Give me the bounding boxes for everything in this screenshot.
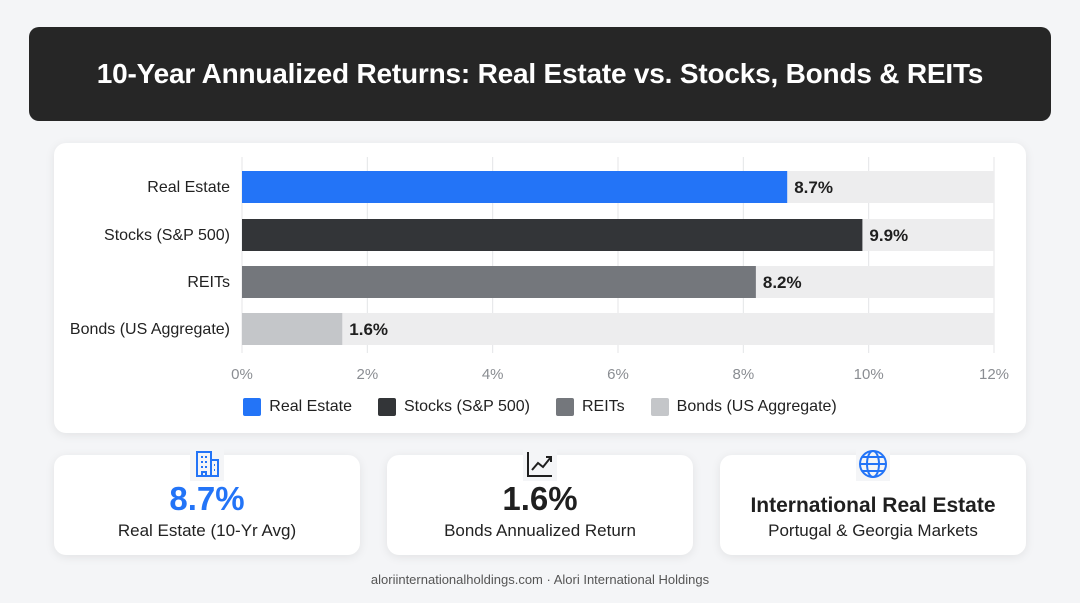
legend-label: Stocks (S&P 500) bbox=[403, 398, 530, 415]
legend-swatch bbox=[555, 398, 574, 416]
x-tick-label: 2% bbox=[356, 366, 378, 383]
building-icon bbox=[190, 447, 224, 481]
header-banner: 10-Year Annualized Returns: Real Estate … bbox=[29, 27, 1051, 121]
legend-swatch bbox=[650, 398, 669, 416]
stat-value: 8.7% bbox=[169, 480, 245, 517]
bar bbox=[242, 313, 343, 345]
page-title: 10-Year Annualized Returns: Real Estate … bbox=[96, 58, 984, 89]
data-label: 8.7% bbox=[794, 178, 833, 197]
bar-track bbox=[242, 313, 994, 345]
legend-item-real-estate: Real Estate bbox=[243, 398, 352, 416]
legend-swatch bbox=[377, 398, 396, 416]
legend-swatch bbox=[243, 398, 262, 416]
bar bbox=[242, 171, 788, 203]
stat-card-international: International Real Estate Portugal & Geo… bbox=[720, 447, 1026, 555]
bar-chart: 0% 2% 4% 6% 8% 10% 12% Real Estate 8.7% Stocks (S… bbox=[70, 157, 1009, 383]
stat-card-bonds: 1.6% Bonds Annualized Return bbox=[387, 447, 693, 555]
legend-item-stocks: Stocks (S&P 500) bbox=[377, 398, 530, 416]
trend-chart-icon bbox=[523, 447, 557, 481]
stat-card-real-estate: 8.7% Real Estate (10-Yr Avg) bbox=[54, 447, 360, 555]
bar bbox=[242, 219, 863, 251]
chart-card: 0% 2% 4% 6% 8% 10% 12% Real Estate 8.7% Stocks (S… bbox=[54, 143, 1026, 433]
legend-label: Bonds (US Aggregate) bbox=[676, 398, 837, 415]
stat-value: 1.6% bbox=[502, 480, 578, 517]
legend-item-bonds: Bonds (US Aggregate) bbox=[650, 398, 837, 416]
x-tick-label: 4% bbox=[482, 366, 504, 383]
legend-item-reits: REITs bbox=[555, 398, 625, 416]
category-label: Bonds (US Aggregate) bbox=[70, 321, 230, 338]
chart-legend: Real Estate Stocks (S&P 500) REITs Bonds… bbox=[54, 398, 1026, 416]
x-tick-label: 6% bbox=[607, 366, 629, 383]
x-tick-label: 10% bbox=[854, 366, 884, 383]
x-tick-label: 8% bbox=[732, 366, 754, 383]
data-label: 8.2% bbox=[763, 273, 802, 292]
data-label: 1.6% bbox=[349, 320, 388, 339]
legend-label: REITs bbox=[581, 398, 625, 415]
stat-label: Real Estate (10-Yr Avg) bbox=[117, 521, 297, 540]
footer-credit: aloriinternationalholdings.com · Alori I… bbox=[370, 572, 710, 587]
legend-label: Real Estate bbox=[269, 398, 352, 415]
data-label: 9.9% bbox=[869, 226, 908, 245]
bar bbox=[242, 266, 756, 298]
stat-label: Bonds Annualized Return bbox=[444, 521, 636, 540]
globe-icon bbox=[856, 447, 890, 481]
x-tick-label: 12% bbox=[979, 366, 1009, 383]
category-label: Real Estate bbox=[147, 179, 230, 196]
x-tick-label: 0% bbox=[231, 366, 253, 383]
stat-label: Portugal & Georgia Markets bbox=[768, 521, 978, 540]
stat-title: International Real Estate bbox=[750, 494, 996, 517]
category-label: Stocks (S&P 500) bbox=[104, 227, 230, 244]
category-label: REITs bbox=[187, 274, 230, 291]
